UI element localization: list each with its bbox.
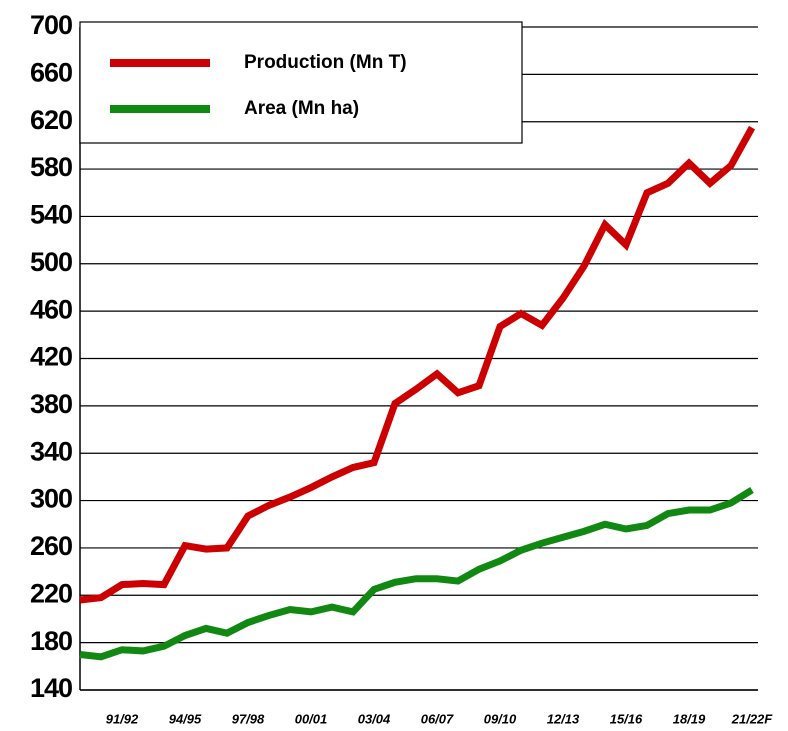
y-tick-label: 580 — [30, 152, 72, 182]
line-series — [79, 486, 754, 661]
y-tick-label: 380 — [30, 389, 72, 419]
x-tick-label: 97/98 — [232, 711, 265, 726]
y-tick-label: 220 — [30, 578, 72, 608]
y-tick-label: 460 — [30, 294, 72, 324]
x-tick-label: 09/10 — [484, 711, 517, 726]
x-tick-label: 15/16 — [610, 711, 643, 726]
x-tick-label: 21/22F — [731, 711, 774, 726]
y-tick-label: 340 — [30, 436, 72, 466]
y-tick-label: 140 — [30, 673, 72, 703]
line-series — [79, 125, 756, 604]
y-tick-label: 620 — [30, 105, 72, 135]
x-tick-label: 12/13 — [547, 711, 580, 726]
legend-box — [79, 21, 523, 144]
y-tick-label: 500 — [30, 247, 72, 277]
x-tick-label: 18/19 — [673, 711, 706, 726]
y-tick-label: 260 — [30, 531, 72, 561]
legend-label: Production (Mn T) — [244, 52, 407, 73]
x-tick-label: 94/95 — [169, 711, 202, 726]
y-tick-label: 300 — [30, 484, 72, 514]
y-tick-label: 540 — [30, 200, 72, 230]
x-tick-label: 91/92 — [106, 711, 139, 726]
x-tick-label: 00/01 — [295, 711, 328, 726]
x-tick-label: 06/07 — [421, 711, 454, 726]
x-tick-label: 03/04 — [358, 711, 391, 726]
y-tick-label: 420 — [30, 342, 72, 372]
y-tick-label: 180 — [30, 626, 72, 656]
y-tick-label: 660 — [30, 57, 72, 87]
legend-label: Area (Mn ha) — [244, 98, 359, 119]
y-tick-label: 700 — [30, 10, 72, 40]
